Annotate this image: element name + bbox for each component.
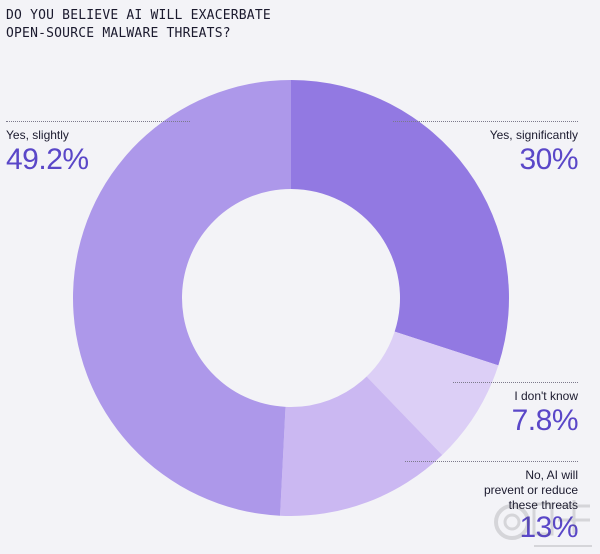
slice-value-label: 30% bbox=[519, 143, 578, 176]
leader-line-dont-know bbox=[453, 382, 578, 383]
slice-label-dont-know: I don't know 7.8% bbox=[511, 389, 579, 438]
slice-value-label: 7.8% bbox=[511, 404, 579, 437]
slice-category-label: I don't know bbox=[514, 389, 578, 403]
leader-line-yes-significantly bbox=[393, 121, 578, 122]
slice-dont-know bbox=[366, 331, 499, 456]
watermark-logo bbox=[494, 500, 592, 547]
slice-no bbox=[280, 376, 443, 516]
chart-title-line-2: OPEN-SOURCE MALWARE THREATS? bbox=[6, 26, 231, 41]
slice-category-label: Yes, slightly bbox=[6, 128, 69, 142]
slice-label-yes-slightly: Yes, slightly 49.2% bbox=[6, 128, 89, 177]
leader-line-no bbox=[405, 461, 578, 462]
slice-yes-slightly bbox=[73, 80, 291, 516]
slice-label-no: No, AI will prevent or reduce these thre… bbox=[483, 468, 579, 544]
leader-line-yes-slightly bbox=[6, 121, 190, 122]
chart-title: DO YOU BELIEVE AI WILL EXACERBATE OPEN-S… bbox=[6, 7, 271, 43]
chart-title-line-1: DO YOU BELIEVE AI WILL EXACERBATE bbox=[6, 8, 271, 23]
slice-category-label: Yes, significantly bbox=[489, 128, 578, 142]
slice-value-label: 49.2% bbox=[6, 143, 89, 176]
slice-value-label: 13% bbox=[519, 511, 578, 544]
slice-category-label: No, AI will prevent or reduce these thre… bbox=[483, 468, 578, 512]
slice-yes-significantly bbox=[291, 80, 509, 366]
donut-slices bbox=[73, 80, 509, 516]
slice-label-yes-significantly: Yes, significantly 30% bbox=[489, 128, 579, 177]
